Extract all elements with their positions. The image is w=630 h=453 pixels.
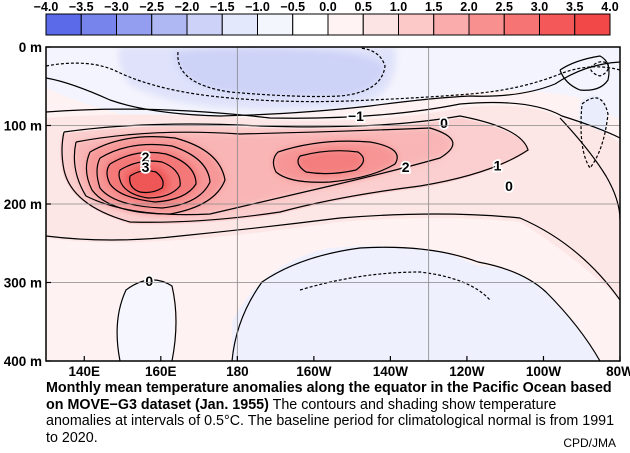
colorbar-tick-label: −1.5 <box>210 0 235 14</box>
contour-1-east <box>559 55 610 91</box>
colorbar-tick-label: 4.0 <box>601 0 618 14</box>
cool-deep-region <box>232 246 600 361</box>
colorbar-swatch <box>539 13 576 36</box>
contour-minus-0-5 <box>46 62 620 103</box>
colorbar-tick-label: −2.0 <box>175 0 200 14</box>
contour-4-west <box>129 170 164 194</box>
colorbar-tick-label: 0.5 <box>355 0 372 14</box>
contour-label: 3 <box>142 159 150 175</box>
colorbar-swatch <box>257 13 294 36</box>
x-tick-label: 160E <box>145 364 177 379</box>
x-tick-label: 100W <box>526 364 562 379</box>
colorbar-swatch <box>186 13 223 36</box>
colorbar-swatch <box>433 13 470 36</box>
colorbar-tick-label: −3.5 <box>69 0 94 14</box>
x-tick-label: 140E <box>69 364 101 379</box>
colorbar-swatch <box>398 13 435 36</box>
colorbar-tick-label: 2.0 <box>460 0 477 14</box>
colorbar-tick-label: 0.0 <box>319 0 336 14</box>
colorbar-swatch <box>151 13 188 36</box>
x-tick-label: 160W <box>296 364 332 379</box>
contour-3-west <box>106 151 197 203</box>
contour-label: −1 <box>348 108 364 124</box>
contour-minus-0-5-east <box>580 97 609 170</box>
colorbar <box>45 13 611 36</box>
contour-3-5-west <box>118 160 181 199</box>
colorbar-swatch <box>45 13 82 36</box>
figure-caption: Monthly mean temperature anomalies along… <box>46 380 620 446</box>
x-axis: 140E 160E 180 160W 140W 120W 100W 80W <box>69 356 630 379</box>
colorbar-tick-label: −2.5 <box>139 0 164 14</box>
contour-zero-east <box>559 117 620 221</box>
x-tick-label: 180 <box>226 364 249 379</box>
x-tick-label: 120W <box>449 364 485 379</box>
colorbar-swatch <box>468 13 505 36</box>
contour-2-5-central <box>297 150 365 175</box>
contour-1 <box>61 115 529 223</box>
colorbar-tick-label: −0.5 <box>280 0 305 14</box>
colorbar-tick-label: 3.5 <box>566 0 583 14</box>
y-tick-label: 100 m <box>4 119 42 134</box>
credit-label: CPD/JMA <box>563 436 616 450</box>
caption-title: Monthly mean temperature anomalies along… <box>46 380 612 413</box>
cool-surface-centre <box>175 48 384 96</box>
contour-minus-0-5-east-surface <box>589 61 609 77</box>
contour-label: 1 <box>494 158 502 174</box>
colorbar-tick-label: 1.5 <box>425 0 442 14</box>
colorbar-swatch <box>327 13 364 36</box>
cool-west-pocket <box>116 279 175 361</box>
contour-label: 2 <box>142 149 150 165</box>
caption-description: The contours and shading show temperatur… <box>46 396 615 446</box>
x-tick-label: 80W <box>606 364 630 379</box>
colorbar-tick-label: 1.0 <box>390 0 407 14</box>
contour-minus-0-5-deep <box>299 271 491 301</box>
contour-label: 0 <box>145 273 153 289</box>
y-tick-label: 300 m <box>4 276 42 291</box>
colorbar-swatch <box>221 13 258 36</box>
y-tick-label: 200 m <box>4 197 42 212</box>
contour-zero-west <box>116 279 177 361</box>
plot-area: −1 023 2 100 <box>46 47 620 361</box>
contour-label: 2 <box>402 159 410 175</box>
contour-2-west <box>85 136 226 215</box>
colorbar-tick-label: −4.0 <box>34 0 59 14</box>
colorbar-swatch <box>503 13 540 36</box>
colorbar-tick-label: 2.5 <box>496 0 513 14</box>
y-tick-label: 0 m <box>19 40 42 55</box>
colorbar-tick-label: 3.0 <box>531 0 548 14</box>
colorbar-swatch <box>116 13 153 36</box>
contour-2-5-west <box>96 143 211 209</box>
contour-lines <box>46 47 620 361</box>
contour-minus-1 <box>177 47 386 98</box>
y-axis: 0 m 100 m 200 m 300 m 400 m <box>4 40 51 369</box>
x-tick-label: 140W <box>373 364 409 379</box>
contour-zero-upper <box>46 61 620 117</box>
colorbar-tick-label: −1.0 <box>245 0 270 14</box>
chart-figure: −4.0 −3.5 −3.0 −2.5 −2.0 −1.5 −1.0 −0.5 0.0 0.5 1.… <box>4 0 630 379</box>
contour-0-5 <box>46 101 620 139</box>
gridlines <box>46 47 620 361</box>
contour-0-5-lower <box>46 213 620 301</box>
colorbar-tick-label: −3.0 <box>104 0 129 14</box>
contour-2-central <box>272 140 398 183</box>
contour-label: 0 <box>505 178 513 194</box>
colorbar-swatch <box>292 13 329 36</box>
colorbar-swatch <box>362 13 399 36</box>
contour-labels: −1 023 2 100 <box>140 106 515 290</box>
colorbar-swatch <box>80 13 117 36</box>
y-tick-label: 400 m <box>4 354 42 369</box>
colorbar-swatch <box>574 13 611 36</box>
contour-label: 0 <box>440 115 448 131</box>
warm-core-central-2-5 <box>298 150 364 174</box>
contour-zero-lower <box>231 246 601 361</box>
colorbar-tick-labels: −4.0 −3.5 −3.0 −2.5 −2.0 −1.5 −1.0 −0.5 0.0 0.5 1.… <box>34 0 619 14</box>
